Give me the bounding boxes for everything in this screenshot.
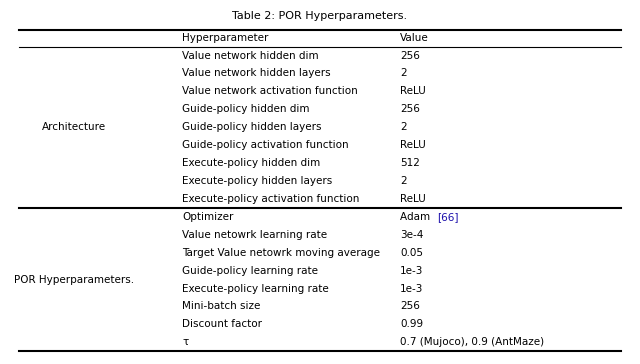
Text: 2: 2 [400,176,406,186]
Text: Mini-batch size: Mini-batch size [182,301,260,312]
Text: Value netowrk learning rate: Value netowrk learning rate [182,230,328,240]
Text: Value network activation function: Value network activation function [182,86,358,96]
Text: Table 2: POR Hyperparameters.: Table 2: POR Hyperparameters. [232,11,408,21]
Text: 3e-4: 3e-4 [400,230,424,240]
Text: Guide-policy activation function: Guide-policy activation function [182,140,349,150]
Text: Guide-policy hidden dim: Guide-policy hidden dim [182,104,310,114]
Text: Hyperparameter: Hyperparameter [182,33,269,43]
Text: Target Value netowrk moving average: Target Value netowrk moving average [182,248,380,258]
Text: τ: τ [182,337,189,347]
Text: ReLU: ReLU [400,140,426,150]
Text: Adam: Adam [400,212,433,222]
Text: 1e-3: 1e-3 [400,266,424,276]
Text: Discount factor: Discount factor [182,319,262,329]
Text: 1e-3: 1e-3 [400,284,424,293]
Text: 0.99: 0.99 [400,319,423,329]
Text: POR Hyperparameters.: POR Hyperparameters. [13,274,134,285]
Text: Execute-policy activation function: Execute-policy activation function [182,194,360,204]
Text: Execute-policy learning rate: Execute-policy learning rate [182,284,329,293]
Text: 256: 256 [400,51,420,60]
Text: 2: 2 [400,68,406,79]
Text: [66]: [66] [437,212,459,222]
Text: 512: 512 [400,158,420,168]
Text: 0.05: 0.05 [400,248,423,258]
Text: 256: 256 [400,104,420,114]
Text: 0.7 (Mujoco), 0.9 (AntMaze): 0.7 (Mujoco), 0.9 (AntMaze) [400,337,544,347]
Text: ReLU: ReLU [400,194,426,204]
Text: Optimizer: Optimizer [182,212,234,222]
Text: Architecture: Architecture [42,122,106,132]
Text: 256: 256 [400,301,420,312]
Text: Value network hidden layers: Value network hidden layers [182,68,331,79]
Text: ReLU: ReLU [400,86,426,96]
Text: Value network hidden dim: Value network hidden dim [182,51,319,60]
Text: Value: Value [400,33,429,43]
Text: Guide-policy learning rate: Guide-policy learning rate [182,266,319,276]
Text: Execute-policy hidden layers: Execute-policy hidden layers [182,176,333,186]
Text: Guide-policy hidden layers: Guide-policy hidden layers [182,122,322,132]
Text: 2: 2 [400,122,406,132]
Text: Execute-policy hidden dim: Execute-policy hidden dim [182,158,321,168]
